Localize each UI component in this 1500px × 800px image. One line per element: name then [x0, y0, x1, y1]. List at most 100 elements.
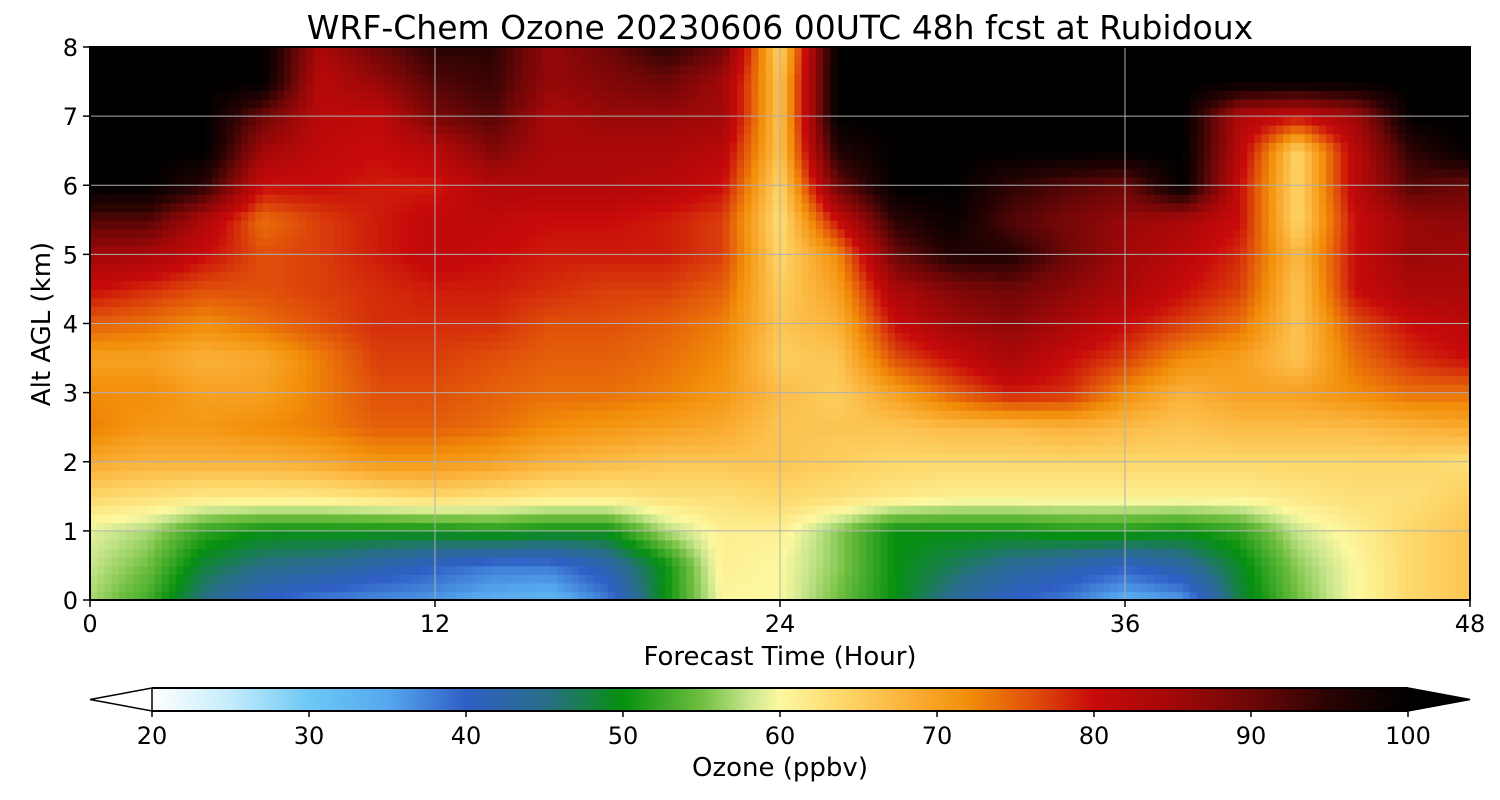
heatmap-cell	[197, 427, 206, 437]
heatmap-cell	[391, 496, 400, 506]
heatmap-cell	[1175, 444, 1184, 454]
heatmap-cell	[1060, 470, 1069, 480]
heatmap-cell	[1060, 496, 1069, 506]
heatmap-cell	[564, 548, 573, 558]
heatmap-cell	[1081, 401, 1090, 411]
heatmap-cell	[995, 530, 1004, 541]
heatmap-cell	[1204, 496, 1213, 506]
heatmap-cell	[823, 401, 832, 411]
heatmap-cell	[593, 435, 602, 446]
heatmap-cell	[974, 522, 983, 532]
heatmap-cell	[355, 461, 364, 472]
heatmap-cell	[1261, 522, 1270, 532]
heatmap-cell	[1434, 401, 1443, 411]
heatmap-cell	[1125, 375, 1133, 385]
heatmap-cell	[916, 401, 925, 411]
heatmap-cell	[744, 479, 753, 489]
heatmap-cell	[269, 383, 278, 394]
heatmap-cell	[140, 375, 149, 385]
heatmap-cell	[981, 453, 990, 463]
heatmap-cell	[1311, 513, 1320, 524]
heatmap-cell	[1211, 556, 1220, 567]
heatmap-cell	[176, 539, 185, 549]
heatmap-cell	[449, 409, 458, 420]
heatmap-cell	[629, 435, 638, 446]
heatmap-cell	[1297, 427, 1306, 437]
heatmap-cell	[751, 582, 760, 593]
heatmap-cell	[1204, 522, 1213, 532]
heatmap-cell	[693, 383, 702, 394]
heatmap-cell	[1081, 479, 1090, 489]
heatmap-cell	[636, 582, 645, 593]
heatmap-cell	[1390, 427, 1399, 437]
heatmap-cell	[959, 435, 968, 446]
heatmap-cell	[262, 574, 271, 584]
heatmap-cell	[1268, 435, 1277, 446]
heatmap-cell	[384, 435, 393, 446]
heatmap-cell	[672, 565, 681, 575]
heatmap-cell	[1347, 574, 1356, 584]
heatmap-cell	[1462, 556, 1470, 567]
heatmap-cell	[1225, 401, 1234, 411]
heatmap-cell	[715, 453, 724, 463]
heatmap-cell	[284, 565, 293, 575]
heatmap-cell	[585, 470, 594, 480]
heatmap-cell	[1189, 418, 1198, 428]
heatmap-cell	[449, 461, 458, 472]
heatmap-cell	[1196, 470, 1205, 480]
heatmap-cell	[765, 565, 774, 575]
heatmap-cell	[1002, 375, 1011, 385]
heatmap-cell	[945, 453, 954, 463]
heatmap-cell	[97, 401, 106, 411]
heatmap-cell	[1175, 574, 1184, 584]
heatmap-cell	[758, 418, 767, 428]
heatmap-cell	[679, 556, 688, 567]
heatmap-cell	[815, 375, 824, 385]
heatmap-cell	[269, 513, 278, 524]
heatmap-cell	[1319, 574, 1328, 584]
heatmap-cell	[176, 591, 185, 600]
heatmap-cell	[751, 565, 760, 575]
heatmap-cell	[363, 461, 372, 472]
heatmap-cell	[506, 401, 515, 411]
heatmap-cell	[679, 392, 688, 403]
heatmap-cell	[1311, 383, 1320, 394]
heatmap-cell	[298, 574, 307, 584]
heatmap-cell	[621, 513, 630, 524]
heatmap-cell	[571, 513, 580, 524]
heatmap-cell	[1355, 375, 1363, 385]
heatmap-cell	[866, 582, 875, 593]
heatmap-cell	[1110, 479, 1119, 489]
heatmap-cell	[621, 392, 630, 403]
heatmap-cell	[909, 453, 918, 463]
heatmap-cell	[923, 444, 932, 454]
heatmap-cell	[485, 487, 494, 498]
heatmap-cell	[794, 574, 803, 584]
heatmap-cell	[499, 461, 508, 472]
heatmap-cell	[1326, 574, 1335, 584]
heatmap-cell	[140, 427, 149, 437]
heatmap-cell	[147, 409, 156, 420]
heatmap-cell	[97, 556, 106, 567]
heatmap-cell	[226, 444, 235, 454]
heatmap-cell	[866, 435, 875, 446]
heatmap-cell	[1067, 548, 1076, 558]
heatmap-cell	[1232, 487, 1241, 498]
heatmap-cell	[1225, 574, 1234, 584]
heatmap-cell	[794, 470, 803, 480]
heatmap-cell	[320, 539, 328, 549]
heatmap-cell	[1182, 522, 1191, 532]
heatmap-cell	[154, 582, 163, 593]
heatmap-cell	[1218, 479, 1227, 489]
heatmap-cell	[514, 513, 523, 524]
heatmap-cell	[1340, 375, 1349, 385]
heatmap-cell	[729, 556, 738, 567]
chart-title: WRF-Chem Ozone 20230606 00UTC 48h fcst a…	[307, 8, 1253, 47]
heatmap-cell	[1326, 479, 1335, 489]
heatmap-cell	[176, 375, 185, 385]
heatmap-cell	[930, 513, 939, 524]
heatmap-cell	[636, 453, 645, 463]
heatmap-cell	[1304, 522, 1313, 532]
heatmap-cell	[1448, 530, 1457, 541]
heatmap-cell	[665, 392, 673, 403]
